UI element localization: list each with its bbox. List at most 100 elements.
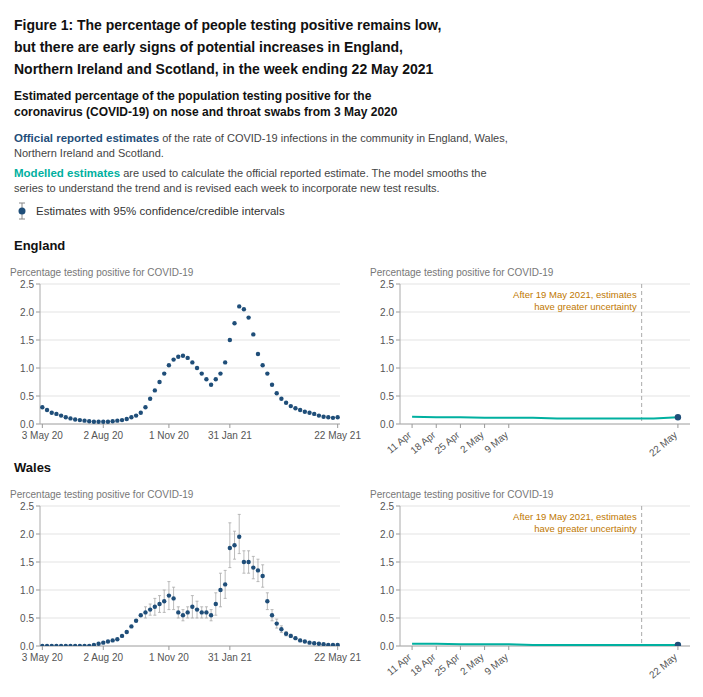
axis-line — [40, 506, 41, 646]
tick — [229, 424, 230, 428]
point — [101, 640, 105, 644]
error-bar-cap — [200, 618, 203, 619]
error-bar-cap — [256, 581, 259, 582]
error-bar-cap — [247, 573, 250, 574]
point — [251, 332, 255, 336]
point — [106, 639, 110, 643]
axis-label: Percentage testing positive for COVID-19 — [10, 489, 194, 500]
point — [326, 643, 330, 646]
point — [228, 338, 232, 342]
error-bar — [205, 607, 208, 618]
error-bar-cap — [144, 606, 147, 607]
grid-line — [400, 562, 690, 563]
point — [246, 315, 250, 319]
error-bar — [181, 610, 184, 621]
error-bar-cap — [163, 590, 166, 591]
error-bar-cap — [252, 578, 255, 579]
point — [171, 357, 175, 361]
point — [195, 607, 199, 611]
error-bar-cap — [228, 522, 231, 523]
axis-line — [40, 424, 340, 425]
point — [214, 602, 218, 606]
error-bar-cap — [256, 559, 259, 560]
point — [303, 409, 307, 413]
error-bar — [289, 634, 292, 637]
error-bar — [186, 607, 189, 618]
grid-line — [400, 424, 690, 425]
point — [148, 607, 152, 611]
point — [204, 377, 208, 381]
error-bar — [149, 604, 152, 615]
legend-errorbar-cap — [19, 219, 25, 220]
point — [321, 415, 325, 419]
error-bar-cap — [172, 609, 175, 610]
tick — [42, 424, 43, 428]
tick-label: 25 Apr — [432, 429, 462, 456]
title: but there are early signs of potential i… — [14, 39, 403, 55]
tick-label: 1 Nov 20 — [149, 430, 189, 441]
point — [115, 637, 119, 641]
axis-line — [400, 284, 401, 424]
point — [50, 411, 54, 415]
point — [45, 408, 49, 412]
chart: WalesPercentage testing positive for COV… — [10, 460, 361, 663]
tick-label: 1.0 — [380, 585, 394, 596]
error-bar — [224, 570, 227, 598]
error-bar — [252, 556, 255, 578]
tick-label: 1 Nov 20 — [149, 652, 189, 663]
line — [412, 644, 678, 645]
tick — [36, 646, 40, 647]
chart: Percentage testing positive for COVID-19… — [370, 267, 690, 459]
point — [73, 417, 77, 421]
grid-line — [40, 618, 340, 619]
point — [190, 360, 194, 364]
point — [256, 352, 260, 356]
tick-label: 18 Apr — [408, 651, 438, 678]
error-bar — [271, 610, 274, 621]
error-bar-cap — [158, 612, 161, 613]
tick — [484, 424, 485, 428]
point — [307, 640, 311, 644]
point — [181, 613, 185, 617]
error-bar-cap — [196, 601, 199, 602]
grid-line — [400, 506, 690, 507]
point — [270, 613, 274, 617]
tick-label: 22 May — [647, 651, 679, 681]
tick — [412, 424, 413, 428]
point — [275, 391, 279, 395]
point — [96, 642, 100, 646]
axis-line — [40, 284, 41, 424]
tick-label: 1.0 — [20, 363, 34, 374]
point — [73, 644, 77, 646]
point — [59, 413, 63, 417]
point — [256, 568, 260, 572]
point — [82, 644, 86, 646]
point — [190, 605, 194, 609]
tick — [484, 646, 485, 650]
point — [312, 412, 316, 416]
point — [129, 624, 133, 628]
title: Figure 1: The percentage of people testi… — [14, 17, 441, 33]
point — [298, 638, 302, 642]
error-bar — [163, 590, 166, 612]
grid-line — [40, 590, 340, 591]
error-bar-cap — [238, 553, 241, 554]
point — [125, 417, 129, 421]
tick-label: 2.0 — [380, 307, 394, 318]
point — [321, 642, 325, 646]
tick-label: 2.0 — [20, 529, 34, 540]
tick — [396, 590, 400, 591]
annotation-line: have greater uncertainty — [534, 523, 637, 534]
tick-label: 2 Aug 20 — [84, 652, 124, 663]
note-text: Northern Ireland and Scotland. — [14, 147, 164, 159]
error-bar-cap — [275, 619, 278, 620]
point — [87, 644, 91, 646]
error-bar — [219, 573, 222, 607]
error-bar-cap — [167, 609, 170, 610]
tick-label: 0.5 — [380, 613, 394, 624]
tick — [36, 396, 40, 397]
tick-label: 1.5 — [380, 335, 394, 346]
tick — [396, 562, 400, 563]
error-bar — [256, 559, 259, 581]
error-bar-cap — [158, 595, 161, 596]
